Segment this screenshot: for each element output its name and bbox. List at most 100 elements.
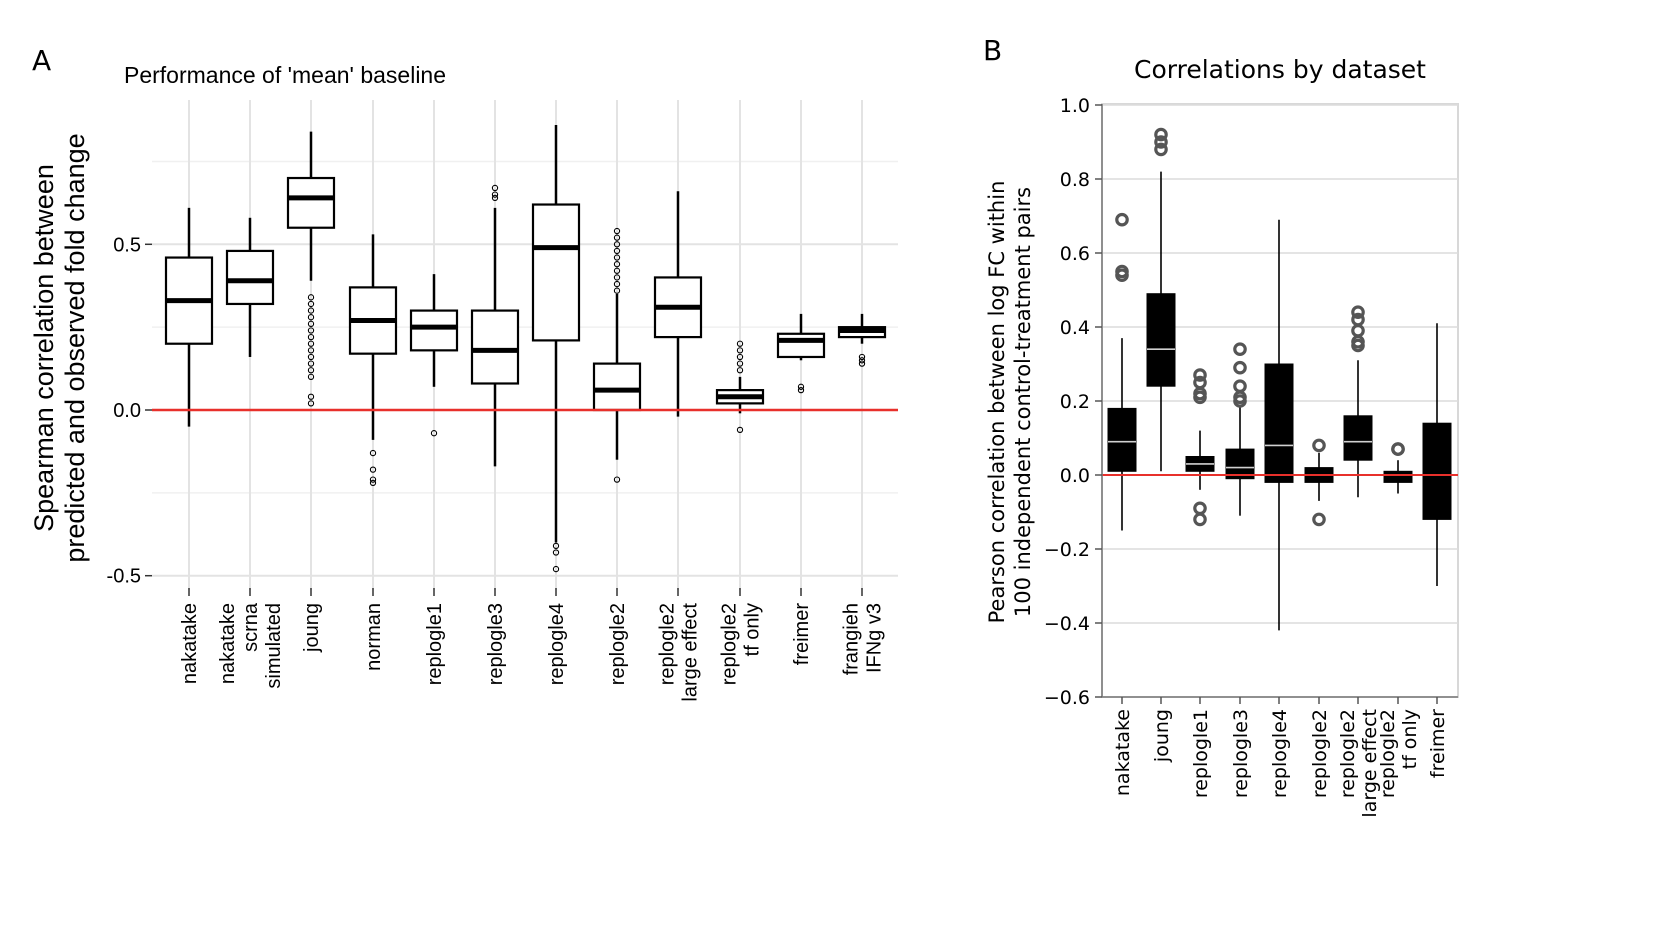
outlier-point [1193, 512, 1207, 527]
x-tick-label-line: IFNg v3 [864, 603, 886, 673]
outlier-point [736, 353, 744, 361]
boxplot-1 [225, 217, 275, 357]
boxplot-2 [1185, 368, 1215, 527]
boxplot-0 [1107, 212, 1137, 531]
x-tick-label-line: replogle1 [1190, 709, 1212, 798]
y-tick-label: 0.4 [1060, 317, 1090, 339]
outlier-point [1193, 375, 1207, 390]
x-tick-label: nakatake [1112, 709, 1134, 796]
outlier-point [1154, 142, 1168, 157]
x-tick-label: joung [1151, 709, 1173, 763]
outlier-point [613, 261, 621, 268]
outlier-point [613, 227, 621, 235]
boxplot-7 [1383, 442, 1413, 494]
x-tick-label-line: replogle3 [1230, 709, 1252, 798]
outlier-point [552, 549, 560, 556]
x-tick-label: replogle1 [1190, 709, 1212, 798]
boxplot-9 [715, 340, 765, 434]
outlier-point [1233, 360, 1247, 375]
outlier-point [491, 194, 499, 202]
outlier-point [1193, 368, 1207, 382]
y-tick-label: 0.0 [113, 400, 141, 422]
x-tick-label: replogle4 [546, 603, 568, 685]
outlier-point [1312, 512, 1326, 527]
x-tick-label-line: simulated [263, 603, 285, 689]
box [531, 203, 581, 342]
outlier-point [1351, 312, 1365, 327]
outlier-point [1233, 394, 1247, 408]
x-tick-label: joung [301, 603, 323, 653]
x-tick-label-line: nakatake [217, 603, 239, 684]
box [1146, 293, 1176, 387]
x-tick-label: norman [363, 603, 385, 671]
outlier-point [307, 320, 315, 327]
outlier-point [613, 476, 621, 483]
outlier-point [613, 274, 621, 281]
boxplot-1 [1146, 127, 1176, 472]
y-tick-label: 0.0 [1060, 465, 1090, 487]
y-tick-label: 0.5 [113, 234, 141, 256]
y-tick-label: 0.8 [1060, 169, 1090, 191]
outlier-point [736, 426, 744, 434]
outlier-point [1351, 305, 1365, 319]
y-tick-label: −0.2 [1044, 539, 1090, 561]
boxplot-8 [1422, 323, 1452, 586]
outlier-point [307, 340, 315, 347]
outlier-point [369, 476, 377, 483]
chart-title: Performance of 'mean' baseline [124, 62, 446, 88]
outlier-point [491, 191, 499, 198]
outlier-point [736, 367, 744, 374]
outlier-point [1351, 338, 1365, 353]
x-tick-label: freimer [791, 603, 813, 666]
outlier-point [369, 479, 377, 487]
outlier-point [1154, 127, 1168, 142]
x-tick-label: replogle1 [424, 603, 446, 685]
outlier-point [1193, 390, 1207, 405]
x-tick-label-line: replogle3 [485, 603, 507, 685]
outlier-point [307, 360, 315, 367]
x-tick-label-line: scrna [240, 602, 262, 652]
outlier-point [858, 353, 866, 361]
y-axis-label-line: predicted and observed fold change [60, 133, 90, 562]
outlier-point [736, 360, 744, 367]
y-tick-label: −0.4 [1044, 613, 1090, 635]
outlier-point [307, 300, 315, 308]
x-tick-label-line: tf only [1399, 709, 1421, 769]
box [1264, 363, 1294, 483]
x-tick-label: replogle2 [1309, 709, 1331, 798]
x-tick-label: replogle3 [485, 603, 507, 685]
box [1422, 422, 1452, 520]
outlier-point [1391, 442, 1405, 456]
x-tick-label: replogle2tf only [719, 603, 764, 685]
box [1343, 415, 1373, 461]
outlier-point [369, 466, 377, 473]
y-axis-label-line: Pearson correlation between log FC withi… [985, 181, 1009, 624]
boxplot-2 [286, 131, 336, 407]
y-tick-label: −0.6 [1044, 687, 1090, 709]
outlier-point [430, 430, 438, 437]
x-tick-label-line: replogle2 [1377, 709, 1399, 798]
boxplot-3 [348, 234, 398, 487]
y-tick-label: 1.0 [1060, 95, 1090, 117]
x-tick-label: freimer [1427, 709, 1449, 778]
outlier-point [1351, 323, 1365, 338]
y-axis-label-line: 100 independent control-treatment pairs [1011, 187, 1035, 617]
boxplot-8 [653, 191, 703, 417]
outlier-point [1115, 268, 1129, 282]
x-tick-label: replogle2 [607, 603, 629, 685]
outlier-point [307, 347, 315, 354]
outlier-point [1233, 342, 1247, 356]
box [286, 176, 336, 229]
x-tick-label-line: joung [1151, 709, 1173, 763]
outlier-point [552, 565, 560, 573]
x-tick-label: replogle2tf only [1377, 709, 1421, 798]
boxplot-0 [164, 207, 214, 427]
outlier-point [307, 294, 315, 301]
box [225, 249, 275, 306]
boxplot-4 [409, 274, 459, 437]
x-tick-label-line: replogle1 [424, 603, 446, 685]
boxplot-11 [837, 313, 887, 367]
y-tick-label: 0.6 [1060, 243, 1090, 265]
